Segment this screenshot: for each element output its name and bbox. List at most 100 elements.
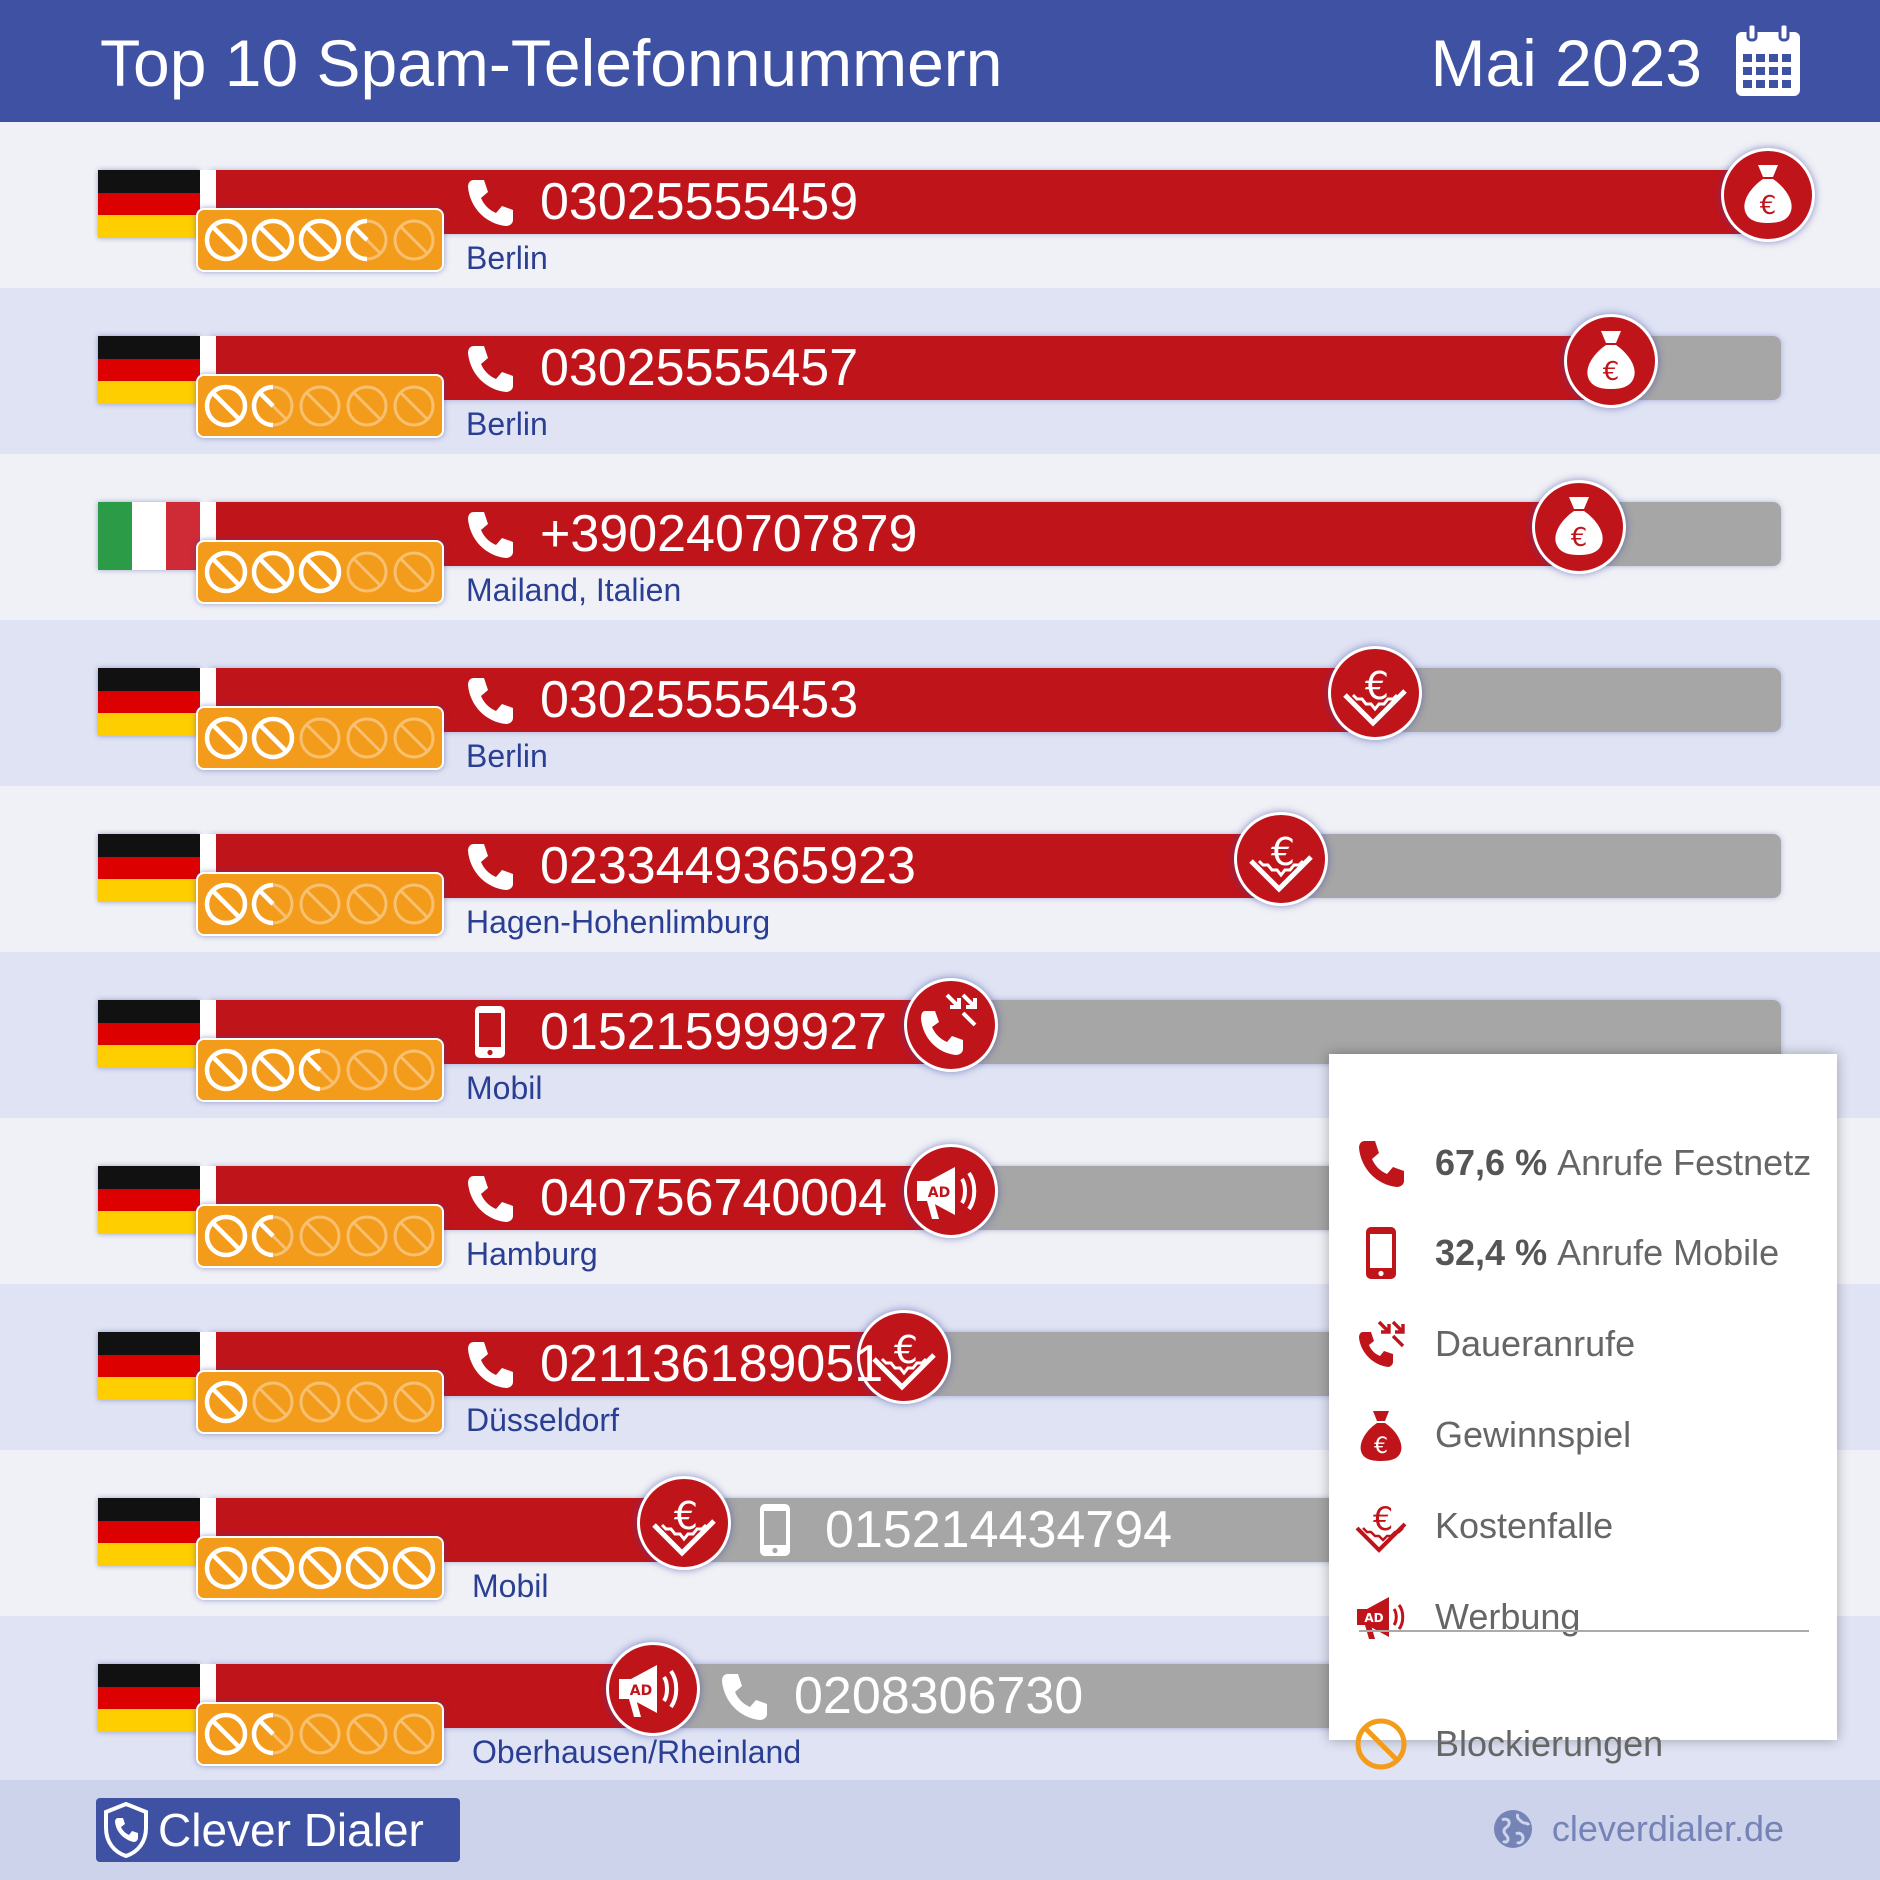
blockierungen-bar: [196, 1038, 444, 1102]
phone-number: 021136189051: [540, 1335, 884, 1393]
blockierungen-bar: [196, 1536, 444, 1600]
block-mark: [298, 218, 342, 262]
daueranrufe-bubble: [904, 978, 998, 1072]
bar-fill: [210, 336, 1624, 400]
block-mark: [346, 1713, 388, 1755]
block-mark: [251, 1214, 294, 1258]
blockierungen-marks: [204, 218, 435, 262]
blockierungen-bar: [196, 540, 444, 604]
block-mark: [251, 716, 295, 760]
phone-number-label: 015214434794: [747, 1498, 1172, 1562]
blockierungen-marks: [204, 1380, 435, 1424]
block-mark: [251, 882, 294, 926]
werbung-bubble: AD: [606, 1642, 700, 1736]
block-mark: [346, 385, 388, 427]
phone-icon: [468, 180, 513, 226]
blockierungen-bar: [196, 208, 444, 272]
city-label: Düsseldorf: [466, 1402, 619, 1438]
block-mark: [393, 1215, 435, 1257]
city-label: Berlin: [466, 406, 548, 442]
gewinnspiel-bubble: €: [1564, 314, 1658, 408]
calendar-icon: [1736, 22, 1800, 96]
legend-item-mobile: 32,4 % Anrufe Mobile: [1353, 1218, 1779, 1288]
block-mark: [299, 1381, 341, 1423]
svg-text:AD: AD: [630, 1683, 652, 1699]
legend-item-daueranrufe: Daueranrufe: [1353, 1309, 1635, 1379]
header: Top 10 Spam-Telefonnummern Mai 2023: [0, 0, 1880, 122]
chart-row: € +390240707879 Mailand, Italien: [0, 454, 1880, 620]
megaphone-icon: AD: [1357, 1597, 1405, 1639]
website-link[interactable]: cleverdialer.de: [1492, 1808, 1784, 1850]
megaphone-icon: AD: [619, 1665, 679, 1717]
phone-number-label: +390240707879: [462, 502, 917, 566]
phone-number: 015214434794: [825, 1501, 1173, 1559]
legend-separator: [1359, 1630, 1809, 1632]
city-label: Hagen-Hohenlimburg: [466, 904, 771, 940]
phone-number: 03025555453: [540, 671, 859, 729]
phone-icon: [468, 1342, 513, 1388]
mobile-icon: [475, 1006, 505, 1058]
euro-trap-icon: €: [1355, 1500, 1407, 1553]
svg-text:€: €: [1571, 523, 1588, 553]
block-mark: [299, 385, 341, 427]
block-mark: [251, 384, 294, 428]
phone-icon: [468, 1176, 513, 1222]
city-label: Oberhausen/Rheinland: [472, 1734, 802, 1770]
money-bag-icon: €: [1587, 331, 1635, 389]
block-mark: [346, 1215, 388, 1257]
block-mark: [393, 385, 435, 427]
block-mark: [204, 716, 248, 760]
phone-number-label: 03025555459: [462, 170, 858, 234]
block-mark: [204, 1546, 248, 1590]
chart-title: Top 10 Spam-Telefonnummern: [100, 26, 1003, 100]
blockierungen-bar: [196, 1204, 444, 1268]
blockierungen-marks: [204, 384, 435, 428]
euro-trap-icon: €: [1343, 664, 1407, 727]
money-bag-icon: €: [1744, 165, 1792, 223]
phone-icon: [468, 678, 513, 724]
money-bag-icon: €: [1555, 497, 1603, 555]
block-mark: [251, 218, 295, 262]
flag-germany: [98, 336, 200, 404]
gewinnspiel-bubble: €: [1532, 480, 1626, 574]
phone-icon: [468, 844, 513, 890]
phone-number-label: 03025555457: [462, 336, 858, 400]
block-mark: [299, 1713, 341, 1755]
block-mark: [393, 1381, 435, 1423]
phone-number-label: 040756740004: [462, 1166, 887, 1230]
blockierungen-bar: [196, 374, 444, 438]
svg-text:AD: AD: [928, 1185, 950, 1201]
legend-item-gewinnspiel: € Gewinnspiel: [1353, 1400, 1631, 1470]
megaphone-icon: AD: [917, 1167, 977, 1219]
block-mark: [345, 218, 388, 262]
werbung-bubble: AD: [904, 1144, 998, 1238]
svg-text:AD: AD: [1364, 1611, 1383, 1625]
blockierungen-bar: [196, 872, 444, 936]
block-mark: [251, 1546, 295, 1590]
phone-number-label: 021136189051: [462, 1332, 883, 1396]
chart-row: €03025555459 Berlin: [0, 122, 1880, 288]
legend-item-kostenfalle: € Kostenfalle: [1353, 1491, 1613, 1561]
city-label: Berlin: [466, 240, 548, 276]
block-mark: [393, 1713, 435, 1755]
block-mark: [346, 883, 388, 925]
block-mark: [299, 717, 341, 759]
blockierungen-marks: [204, 1546, 436, 1590]
footer: Clever Dialer cleverdialer.de: [0, 1780, 1880, 1880]
kostenfalle-bubble: €: [1234, 812, 1328, 906]
block-mark: [299, 1215, 341, 1257]
kostenfalle-bubble: €: [857, 1310, 951, 1404]
flag-germany: [98, 170, 200, 238]
block-mark: [346, 1381, 388, 1423]
legend-item-festnetz: 67,6 % Anrufe Festnetz: [1353, 1128, 1811, 1198]
block-icon: [1355, 1718, 1407, 1770]
clever-dialer-logo[interactable]: Clever Dialer: [96, 1798, 460, 1862]
block-mark: [204, 882, 248, 926]
phone-number: 0233449365923: [540, 837, 916, 895]
chart-row: €03025555457 Berlin: [0, 288, 1880, 454]
block-mark: [204, 1712, 248, 1756]
flag-germany: [98, 668, 200, 736]
gewinnspiel-bubble: €: [1721, 148, 1815, 242]
block-mark: [204, 550, 248, 594]
phone-icon: [1359, 1141, 1404, 1187]
